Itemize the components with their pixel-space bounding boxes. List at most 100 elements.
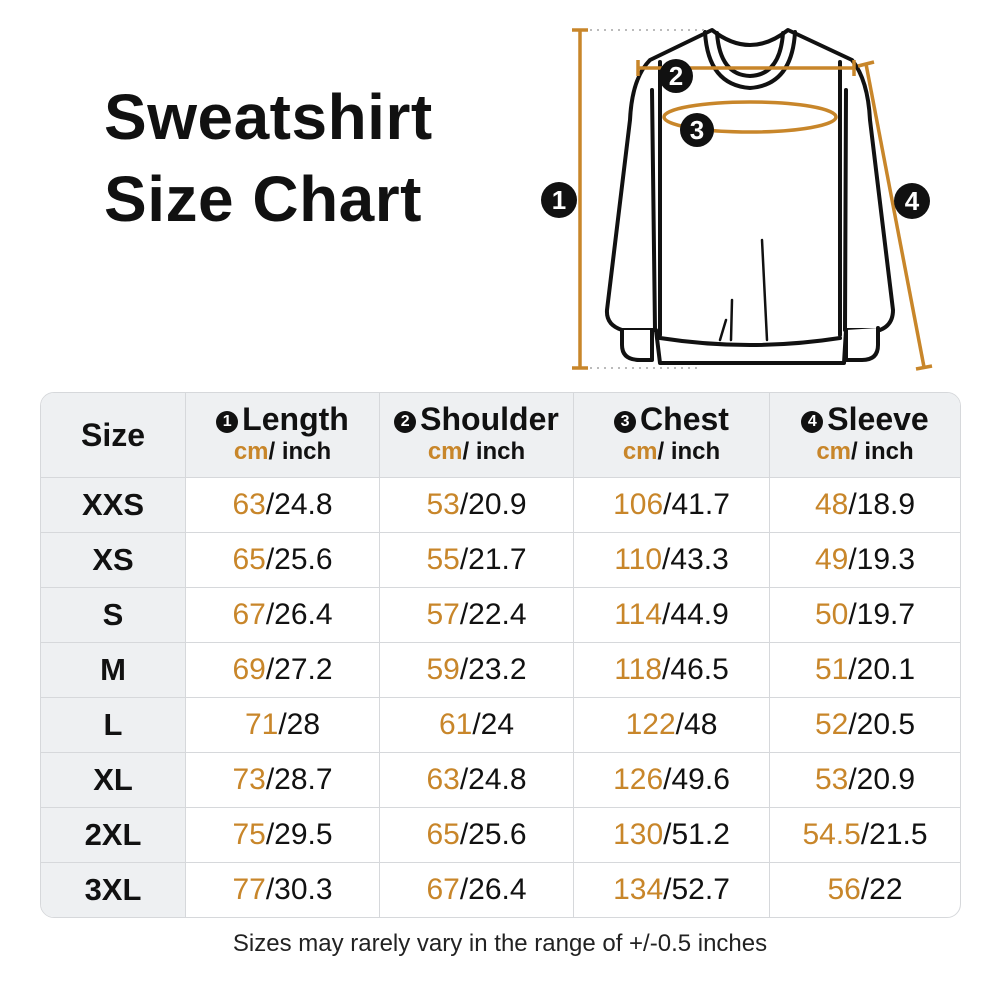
inch-value: 20.1 (856, 653, 916, 686)
page-title: Sweatshirt Size Chart (104, 81, 433, 235)
measurement-cell: 114/44.9 (574, 588, 770, 643)
cm-value: 73 (232, 763, 266, 796)
inch-value: 43.3 (670, 543, 729, 576)
table-row: XS 65/25.6 55/21.7 110/43.3 49/19.3 (41, 533, 960, 588)
table-row: 3XL 77/30.3 67/26.4 134/52.7 56/22 (41, 863, 960, 917)
size-header: Size (41, 393, 186, 478)
measurement-cell: 53/20.9 (380, 478, 574, 533)
size-cell: 3XL (41, 863, 186, 917)
measurement-cell: 48/18.9 (770, 478, 960, 533)
measurement-cell: 53/20.9 (770, 753, 960, 808)
measurement-cell: 54.5/21.5 (770, 808, 960, 863)
cm-value: 54.5 (802, 818, 861, 851)
marker-2 (659, 59, 693, 93)
inch-value: 22 (869, 873, 903, 906)
inch-value: 19.3 (856, 543, 916, 576)
table-row: 2XL 75/29.5 65/25.6 130/51.2 54.5/21.5 (41, 808, 960, 863)
size-cell: XS (41, 533, 186, 588)
inch-value: 49.6 (671, 763, 730, 796)
inch-value: 25.6 (274, 543, 333, 576)
cm-value: 75 (232, 818, 266, 851)
measurement-cell: 67/26.4 (380, 863, 574, 917)
cm-value: 67 (232, 598, 266, 631)
marker-4 (894, 183, 930, 219)
cm-value: 51 (814, 653, 849, 686)
inch-value: 21.7 (468, 543, 527, 576)
measurement-cell: 59/23.2 (380, 643, 574, 698)
footnote: Sizes may rarely vary in the range of +/… (232, 930, 768, 957)
cm-value: 122 (625, 708, 676, 741)
inch-value: 29.5 (274, 818, 333, 851)
cm-value: 65 (426, 818, 460, 851)
measurement-cell: 63/24.8 (186, 478, 380, 533)
measurement-cell: 67/26.4 (186, 588, 380, 643)
inch-value: 28 (286, 708, 321, 741)
marker-2-icon: 2 (394, 411, 417, 433)
cm-value: 126 (613, 763, 664, 796)
header-length: 1 Length cm/ inch (186, 393, 380, 478)
measurement-cell: 65/25.6 (186, 533, 380, 588)
cm-value: 53 (814, 763, 849, 796)
inch-value: 20.5 (856, 708, 916, 741)
cm-value: 114 (614, 598, 663, 631)
inch-value: 26.4 (274, 598, 333, 631)
header-shoulder: 2 Shoulder cm/ inch (380, 393, 574, 478)
cm-value: 48 (814, 488, 849, 521)
inch-value: 18.9 (856, 488, 916, 521)
inch-value: 24.8 (468, 763, 527, 796)
svg-text:1: 1 (552, 185, 566, 215)
table-row: L 71/28 61/24 122/48 52/20.5 (41, 698, 960, 753)
header-sleeve: 4 Sleeve cm/ inch (770, 393, 960, 478)
cm-value: 63 (232, 488, 266, 521)
measurement-cell: 122/48 (574, 698, 770, 753)
measurement-cell: 51/20.1 (770, 643, 960, 698)
measurement-cell: 57/22.4 (380, 588, 574, 643)
table-row: S 67/26.4 57/22.4 114/44.9 50/19.7 (41, 588, 960, 643)
sweatshirt-diagram: 1 2 3 4 (541, 28, 933, 371)
inch-value: 21.5 (869, 818, 928, 851)
cm-value: 55 (426, 543, 460, 576)
measurement-cell: 126/49.6 (574, 753, 770, 808)
measurement-cell: 134/52.7 (574, 863, 770, 917)
inch-value: 30.3 (274, 873, 333, 906)
measurement-cell: 55/21.7 (380, 533, 574, 588)
cm-value: 52 (814, 708, 849, 741)
inch-value: 23.2 (468, 653, 527, 686)
cm-value: 130 (613, 818, 664, 851)
inch-value: 51.2 (671, 818, 730, 851)
measurement-cell: 50/19.7 (770, 588, 960, 643)
measurement-cell: 52/20.5 (770, 698, 960, 753)
inch-value: 26.4 (468, 873, 527, 906)
measurement-cell: 118/46.5 (574, 643, 770, 698)
size-table: Size 1 Length cm/ inch 2 Shoulder cm/ inch… (40, 392, 961, 918)
table-header-row: Size 1 Length cm/ inch 2 Shoulder cm/ inch… (41, 393, 960, 478)
inch-value: 28.7 (274, 763, 333, 796)
marker-1-icon: 1 (216, 411, 239, 433)
cm-value: 50 (814, 598, 849, 631)
inch-value: 20.9 (468, 488, 527, 521)
measurement-cell: 75/29.5 (186, 808, 380, 863)
cm-value: 56 (827, 873, 861, 906)
marker-4-icon: 4 (801, 411, 824, 433)
inch-value: 48 (684, 708, 718, 741)
measurement-cell: 56/22 (827, 873, 903, 906)
inch-value: 41.7 (671, 488, 730, 521)
cm-value: 69 (232, 653, 266, 686)
header-chest: 3 Chest cm/ inch (574, 393, 770, 478)
inch-value: 22.4 (468, 598, 527, 631)
cm-value: 49 (814, 543, 849, 576)
cm-value: 67 (426, 873, 460, 906)
cm-value: 134 (613, 873, 664, 906)
measurement-cell: 65/25.6 (380, 808, 574, 863)
inch-value: 44.9 (670, 598, 729, 631)
marker-3-icon: 3 (614, 411, 637, 433)
cm-value: 59 (426, 653, 460, 686)
inch-value: 19.7 (856, 598, 916, 631)
size-cell: S (41, 588, 186, 643)
marker-1 (541, 182, 577, 218)
size-cell: XXS (41, 478, 186, 533)
measurement-cell: 106/41.7 (574, 478, 770, 533)
cm-value: 71 (244, 708, 279, 741)
marker-3 (680, 113, 714, 147)
svg-text:4: 4 (905, 186, 920, 216)
